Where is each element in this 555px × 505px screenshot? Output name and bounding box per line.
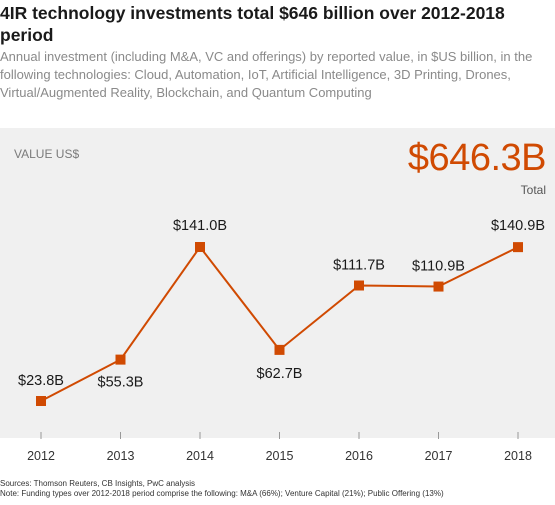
note-text: Note: Funding types over 2012-2018 perio… xyxy=(0,489,444,498)
sources-text: Sources: Thomson Reuters, CB Insights, P… xyxy=(0,479,196,488)
x-tick-label: 2015 xyxy=(266,449,294,463)
data-point xyxy=(195,242,205,252)
chart-title: 4IR technology investments total $646 bi… xyxy=(0,3,505,45)
total-label: Total xyxy=(520,183,546,197)
chart-sources: Sources: Thomson Reuters, CB Insights, P… xyxy=(0,479,444,499)
data-point xyxy=(433,281,444,292)
x-tick-label: 2013 xyxy=(107,449,135,463)
data-point xyxy=(36,396,46,406)
data-label: $111.7B xyxy=(333,258,385,274)
x-tick-label: 2016 xyxy=(345,449,373,463)
x-tick-label: 2014 xyxy=(186,449,214,463)
data-point xyxy=(354,280,364,291)
data-label: $62.7B xyxy=(257,366,303,382)
x-tick-label: 2012 xyxy=(27,449,55,463)
x-tick-label: 2017 xyxy=(425,449,453,463)
data-point xyxy=(115,354,126,365)
chart-subtitle: Annual investment (including M&A, VC and… xyxy=(0,49,533,100)
y-axis-label: VALUE US$ xyxy=(14,147,80,161)
data-label: $140.9B xyxy=(491,218,545,234)
data-label: $55.3B xyxy=(98,375,144,391)
data-label: $141.0B xyxy=(173,218,227,234)
total-value: $646.3B xyxy=(407,137,547,179)
data-point xyxy=(274,344,285,355)
data-point xyxy=(513,242,523,253)
chart-panel xyxy=(0,128,555,438)
data-label: $110.9B xyxy=(412,259,465,275)
data-label: $23.8B xyxy=(18,373,64,389)
x-tick-label: 2018 xyxy=(504,449,532,463)
